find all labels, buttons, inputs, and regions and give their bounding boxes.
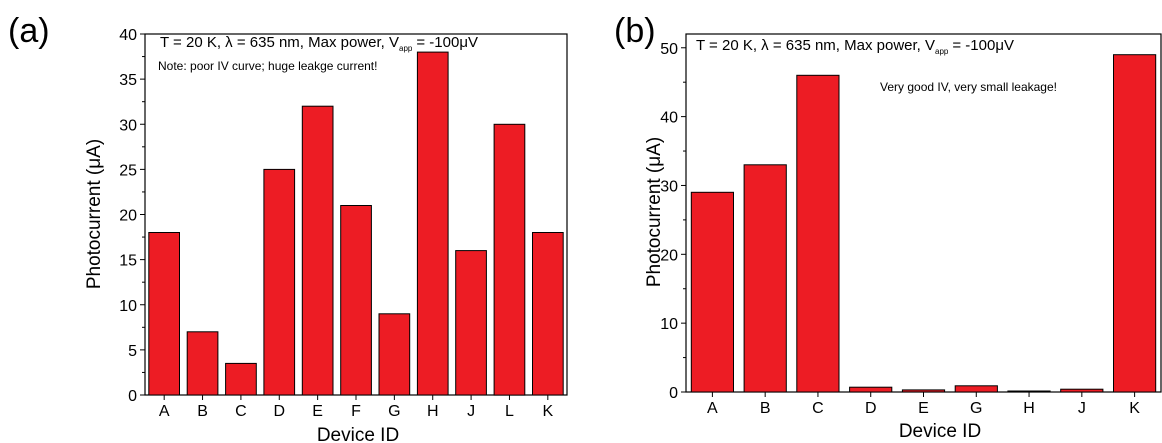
y-tick-label-b-30: 30 — [660, 178, 678, 195]
annotation-a: T = 20 K, λ = 635 nm, Max power, Vapp = -… — [160, 34, 478, 53]
y-tick-label-a-10: 10 — [119, 298, 137, 315]
bar-b-D — [849, 386, 893, 393]
bar-b-C — [796, 74, 840, 393]
bar-b-B — [743, 164, 787, 393]
x-tick-label-a-E: E — [312, 403, 323, 420]
x-tick-label-a-F: F — [351, 403, 361, 420]
y-tick-label-a-5: 5 — [128, 343, 137, 360]
bar-b-H — [1007, 390, 1051, 393]
bar-b-G — [954, 385, 998, 393]
bar-a-A — [148, 232, 181, 396]
y-tick-label-a-30: 30 — [119, 117, 137, 134]
bar-a-B — [186, 331, 219, 396]
panel-label-b: (b) — [614, 12, 656, 50]
y-tick-label-a-0: 0 — [128, 388, 137, 405]
bars-b — [690, 54, 1157, 393]
y-tick-label-b-0: 0 — [669, 385, 678, 402]
y-axis-ticks-a: 0 5 10 15 20 25 30 35 40 — [119, 27, 145, 405]
note-b: Very good IV, very small leakage! — [880, 80, 1057, 94]
x-tick-label-a-J: J — [467, 403, 475, 420]
x-tick-label-b-C: C — [812, 400, 824, 417]
x-axis-label-b: Device ID — [899, 421, 981, 442]
x-tick-label-b-J: J — [1078, 400, 1086, 417]
x-tick-label-b-E: E — [918, 400, 929, 417]
y-axis-ticks-b: 0 10 20 30 40 50 — [660, 41, 686, 402]
x-tick-label-b-H: H — [1023, 400, 1035, 417]
bar-b-E — [901, 389, 946, 393]
x-tick-label-a-L: L — [505, 403, 514, 420]
x-tick-label-a-D: D — [273, 403, 285, 420]
bar-b-J — [1060, 388, 1104, 393]
x-tick-label-b-G: G — [970, 400, 982, 417]
x-tick-label-a-C: C — [235, 403, 247, 420]
bar-a-L — [493, 123, 526, 396]
x-tick-label-a-G: G — [388, 403, 400, 420]
bar-b-K — [1113, 54, 1157, 393]
y-tick-label-b-40: 40 — [660, 110, 678, 127]
y-tick-label-b-50: 50 — [660, 41, 678, 58]
bar-a-H — [416, 51, 449, 396]
y-tick-label-a-15: 15 — [119, 253, 137, 270]
x-tick-label-a-A: A — [159, 403, 170, 420]
x-tick-label-b-K: K — [1129, 400, 1140, 417]
annotation-b: T = 20 K, λ = 635 nm, Max power, Vapp = -… — [696, 37, 1014, 56]
note-a: Note: poor IV curve; huge leakge current… — [158, 59, 377, 73]
x-axis-label-a: Device ID — [317, 425, 399, 443]
bar-b-A — [690, 191, 734, 393]
y-tick-label-a-25: 25 — [119, 162, 137, 179]
bar-a-G — [378, 313, 411, 396]
bar-a-D — [263, 168, 296, 396]
x-tick-label-b-D: D — [865, 400, 877, 417]
y-tick-label-a-40: 40 — [119, 27, 137, 44]
bar-a-K — [532, 232, 564, 396]
bar-a-C — [225, 362, 257, 396]
y-tick-label-a-20: 20 — [119, 208, 137, 225]
x-tick-label-b-B: B — [760, 400, 771, 417]
x-tick-label-a-H: H — [427, 403, 439, 420]
x-tick-label-b-A: A — [707, 400, 718, 417]
y-axis-label-b: Photocurrent (μA) — [644, 137, 665, 287]
bar-a-J — [455, 250, 487, 396]
x-tick-label-a-K: K — [542, 403, 553, 420]
chart-panel-a: (a) 0 5 10 15 20 25 30 35 40 A B C D E F G H J L K T = 20 … — [8, 12, 568, 443]
x-tick-label-a-B: B — [197, 403, 208, 420]
bar-a-E — [301, 105, 334, 396]
chart-panel-b: (b) 0 10 20 30 40 50 A B C D E G H J K T = 20 K, λ = … — [614, 12, 1162, 442]
y-tick-label-a-35: 35 — [119, 72, 137, 89]
y-tick-label-b-20: 20 — [660, 247, 678, 264]
bar-a-F — [340, 205, 372, 396]
panel-label-a: (a) — [8, 12, 50, 50]
y-tick-label-b-10: 10 — [660, 316, 678, 333]
y-axis-label-a: Photocurrent (μA) — [84, 139, 105, 289]
bars-a — [148, 51, 564, 396]
